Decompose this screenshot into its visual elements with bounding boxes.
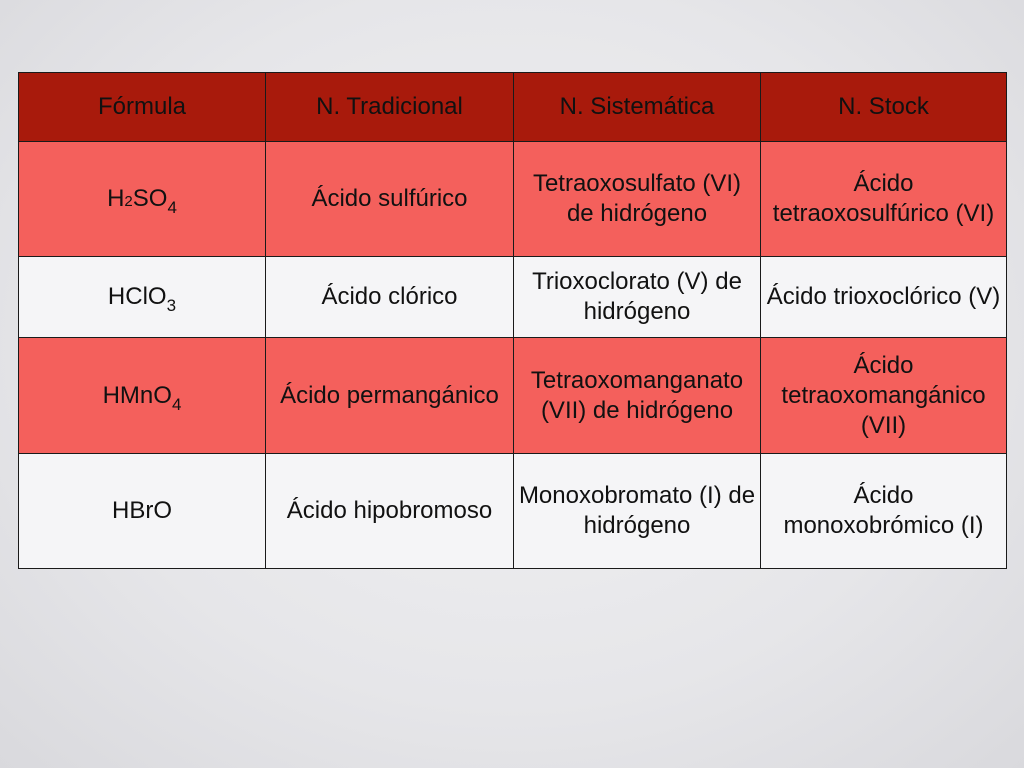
- traditional-name-cell: Ácido permangánico: [265, 337, 514, 454]
- traditional-name-cell: Ácido hipobromoso: [265, 453, 514, 569]
- formula-text: HClO3: [107, 283, 177, 315]
- systematic-name-cell: Monoxobromato (I) de hidrógeno: [513, 453, 761, 569]
- formula-text: HBrO: [112, 497, 172, 524]
- acid-nomenclature-table: Fórmula N. Tradicional N. Sistemática N.…: [18, 72, 1007, 569]
- traditional-name-cell: Ácido sulfúrico: [265, 141, 514, 257]
- table-row: HClO3 Ácido clórico Trioxoclorato (V) de…: [18, 256, 1007, 338]
- systematic-name-cell: Trioxoclorato (V) de hidrógeno: [513, 256, 761, 338]
- header-systematic-name: N. Sistemática: [513, 72, 761, 142]
- stock-name-cell: Ácido trioxoclórico (V): [760, 256, 1007, 338]
- formula-cell: HMnO4: [18, 337, 266, 454]
- header-stock-name: N. Stock: [760, 72, 1007, 142]
- table-header-row: Fórmula N. Tradicional N. Sistemática N.…: [18, 72, 1007, 142]
- stock-name-cell: Ácido tetraoxomangánico (VII): [760, 337, 1007, 454]
- formula-cell: H2SO4: [18, 141, 266, 257]
- traditional-name-cell: Ácido clórico: [265, 256, 514, 338]
- formula-text: H2SO4: [107, 185, 177, 217]
- formula-cell: HClO3: [18, 256, 266, 338]
- stock-name-cell: Ácido tetraoxosulfúrico (VI): [760, 141, 1007, 257]
- table-row: HMnO4 Ácido permangánico Tetraoxomangana…: [18, 337, 1007, 454]
- systematic-name-cell: Tetraoxomanganato (VII) de hidrógeno: [513, 337, 761, 454]
- header-traditional-name: N. Tradicional: [265, 72, 514, 142]
- table-row: HBrO Ácido hipobromoso Monoxobromato (I)…: [18, 453, 1007, 569]
- formula-text: HMnO4: [102, 381, 182, 414]
- table-row: H2SO4 Ácido sulfúrico Tetraoxosulfato (V…: [18, 141, 1007, 257]
- formula-cell: HBrO: [18, 453, 266, 569]
- systematic-name-cell: Tetraoxosulfato (VI) de hidrógeno: [513, 141, 761, 257]
- stock-name-cell: Ácido monoxobrómico (I): [760, 453, 1007, 569]
- header-formula: Fórmula: [18, 72, 266, 142]
